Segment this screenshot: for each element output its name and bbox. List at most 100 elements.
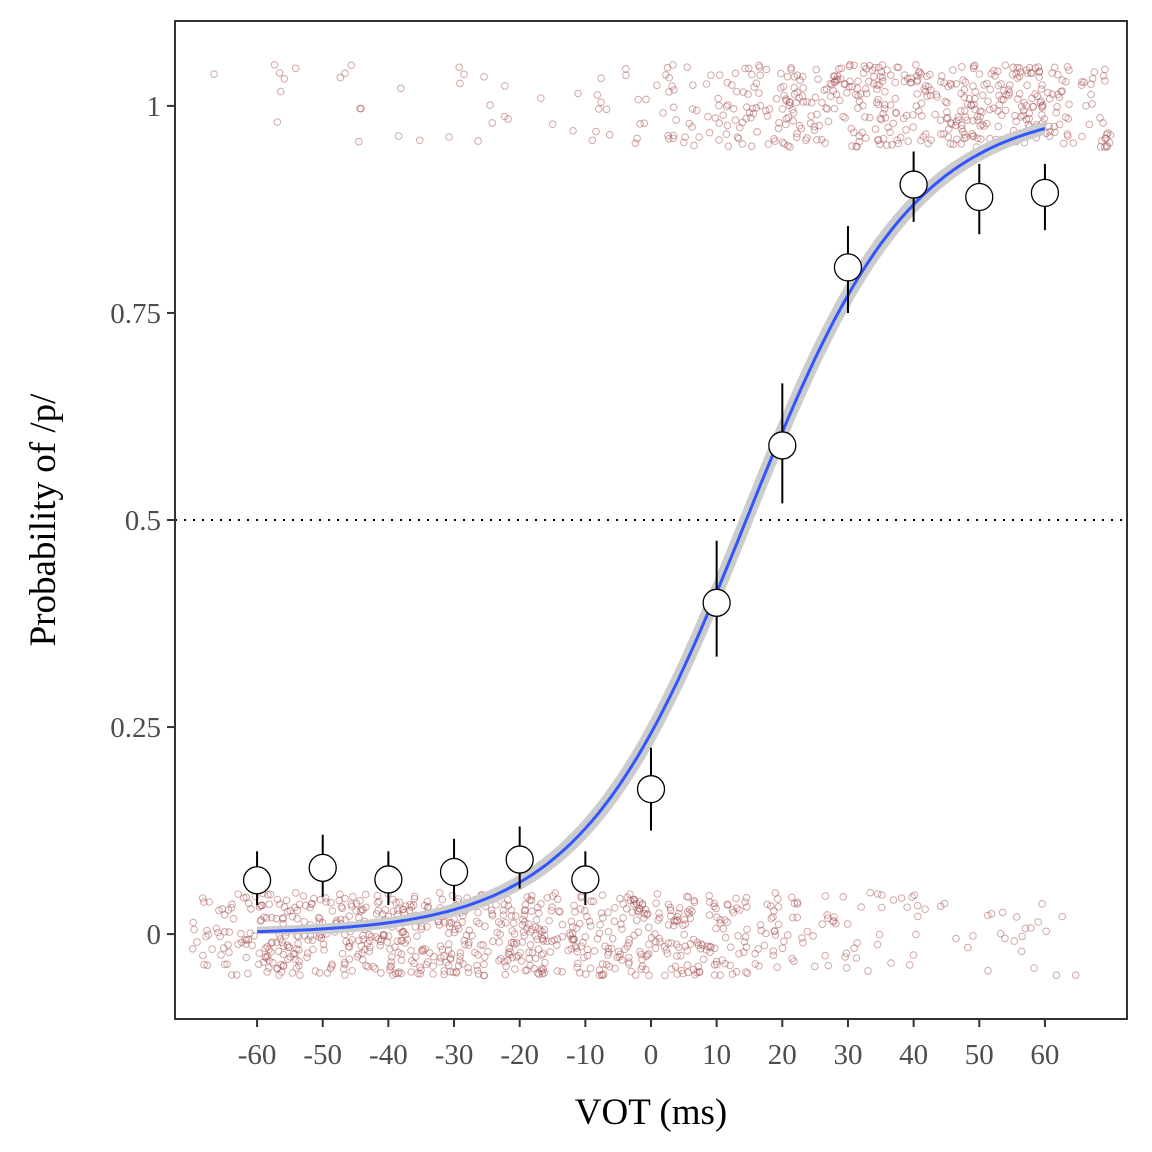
raw-response-point xyxy=(963,100,972,108)
raw-response-point xyxy=(740,948,748,957)
raw-response-point xyxy=(407,946,415,955)
raw-response-point xyxy=(564,946,572,955)
raw-response-point xyxy=(830,72,839,80)
raw-response-point xyxy=(785,101,794,110)
raw-response-point xyxy=(394,948,403,957)
raw-response-point xyxy=(265,900,273,909)
y-tick-label: 0.25 xyxy=(110,712,161,744)
raw-response-point xyxy=(908,893,916,901)
raw-response-point xyxy=(188,945,197,953)
raw-response-point xyxy=(757,926,766,935)
raw-response-point xyxy=(947,120,956,128)
raw-response-point xyxy=(571,908,579,916)
raw-response-point xyxy=(1001,934,1009,943)
raw-response-point xyxy=(665,88,673,96)
raw-response-point xyxy=(677,951,685,960)
raw-response-point xyxy=(1035,73,1043,81)
raw-response-point xyxy=(953,135,961,144)
raw-response-point xyxy=(451,925,460,934)
raw-response-point xyxy=(586,964,595,973)
raw-response-point xyxy=(644,950,653,958)
raw-response-point xyxy=(292,64,300,73)
raw-response-point xyxy=(518,921,527,929)
raw-response-point xyxy=(595,929,604,938)
raw-response-point xyxy=(875,930,884,939)
raw-response-point xyxy=(799,938,807,947)
raw-response-point xyxy=(487,906,496,915)
raw-response-point xyxy=(1014,95,1022,103)
raw-response-point xyxy=(969,62,978,71)
raw-response-point xyxy=(345,943,354,951)
raw-response-point xyxy=(345,912,354,920)
raw-response-point xyxy=(913,90,922,98)
raw-response-point xyxy=(633,134,641,143)
raw-response-point xyxy=(296,971,304,980)
raw-response-point xyxy=(521,966,530,975)
raw-response-point xyxy=(728,970,737,978)
raw-response-point xyxy=(504,115,512,123)
raw-response-point xyxy=(780,91,788,100)
raw-response-point xyxy=(283,907,292,916)
raw-response-point xyxy=(973,134,982,143)
raw-response-point xyxy=(984,966,992,975)
raw-response-point xyxy=(878,891,886,899)
raw-response-point xyxy=(705,128,714,137)
raw-response-point xyxy=(1101,143,1109,151)
raw-response-point xyxy=(242,940,250,949)
raw-response-point xyxy=(680,930,689,939)
raw-response-point xyxy=(977,135,985,143)
raw-response-point xyxy=(306,903,314,912)
raw-response-point xyxy=(630,900,638,908)
raw-response-point xyxy=(569,127,577,135)
raw-response-point xyxy=(304,936,312,944)
raw-response-point xyxy=(788,913,797,922)
raw-response-point xyxy=(969,117,977,125)
raw-response-point xyxy=(273,118,282,126)
raw-response-point xyxy=(225,928,233,936)
raw-response-point xyxy=(596,920,604,929)
raw-response-point xyxy=(735,123,744,132)
raw-response-point xyxy=(311,967,320,975)
raw-response-point xyxy=(263,968,272,976)
raw-response-point xyxy=(540,926,549,934)
raw-response-point xyxy=(968,129,976,138)
raw-response-point xyxy=(264,891,272,899)
raw-response-point xyxy=(566,931,575,940)
raw-response-point xyxy=(815,121,823,130)
raw-response-point xyxy=(850,61,858,69)
raw-response-point xyxy=(365,947,374,956)
raw-response-point xyxy=(751,949,759,958)
raw-response-point xyxy=(507,912,516,920)
raw-response-point xyxy=(1087,90,1095,99)
raw-response-point xyxy=(1038,81,1046,89)
raw-response-point xyxy=(931,110,940,119)
raw-response-point xyxy=(913,76,922,84)
raw-response-point xyxy=(952,80,961,88)
raw-response-point xyxy=(723,121,732,130)
raw-response-point xyxy=(855,132,864,140)
raw-response-point xyxy=(1096,143,1105,151)
raw-response-point xyxy=(913,72,921,80)
raw-response-point xyxy=(699,955,708,964)
raw-response-point xyxy=(1015,90,1024,98)
raw-response-point xyxy=(909,111,917,119)
raw-response-point xyxy=(756,63,764,71)
raw-response-point xyxy=(774,124,783,133)
raw-response-point xyxy=(787,64,796,72)
raw-response-point xyxy=(1027,924,1035,932)
raw-response-point xyxy=(519,915,527,924)
raw-response-point xyxy=(484,947,492,956)
raw-response-point xyxy=(204,930,213,939)
raw-response-point xyxy=(347,900,356,909)
raw-response-point xyxy=(655,914,664,922)
raw-response-point xyxy=(274,947,283,956)
raw-response-point xyxy=(622,65,630,73)
raw-response-point xyxy=(853,84,862,93)
raw-response-point xyxy=(372,933,380,941)
raw-response-point xyxy=(288,969,297,977)
raw-response-point xyxy=(883,141,891,149)
raw-response-point xyxy=(922,130,930,138)
raw-response-point xyxy=(523,893,532,902)
raw-response-point xyxy=(328,907,337,915)
raw-response-point xyxy=(373,899,382,907)
